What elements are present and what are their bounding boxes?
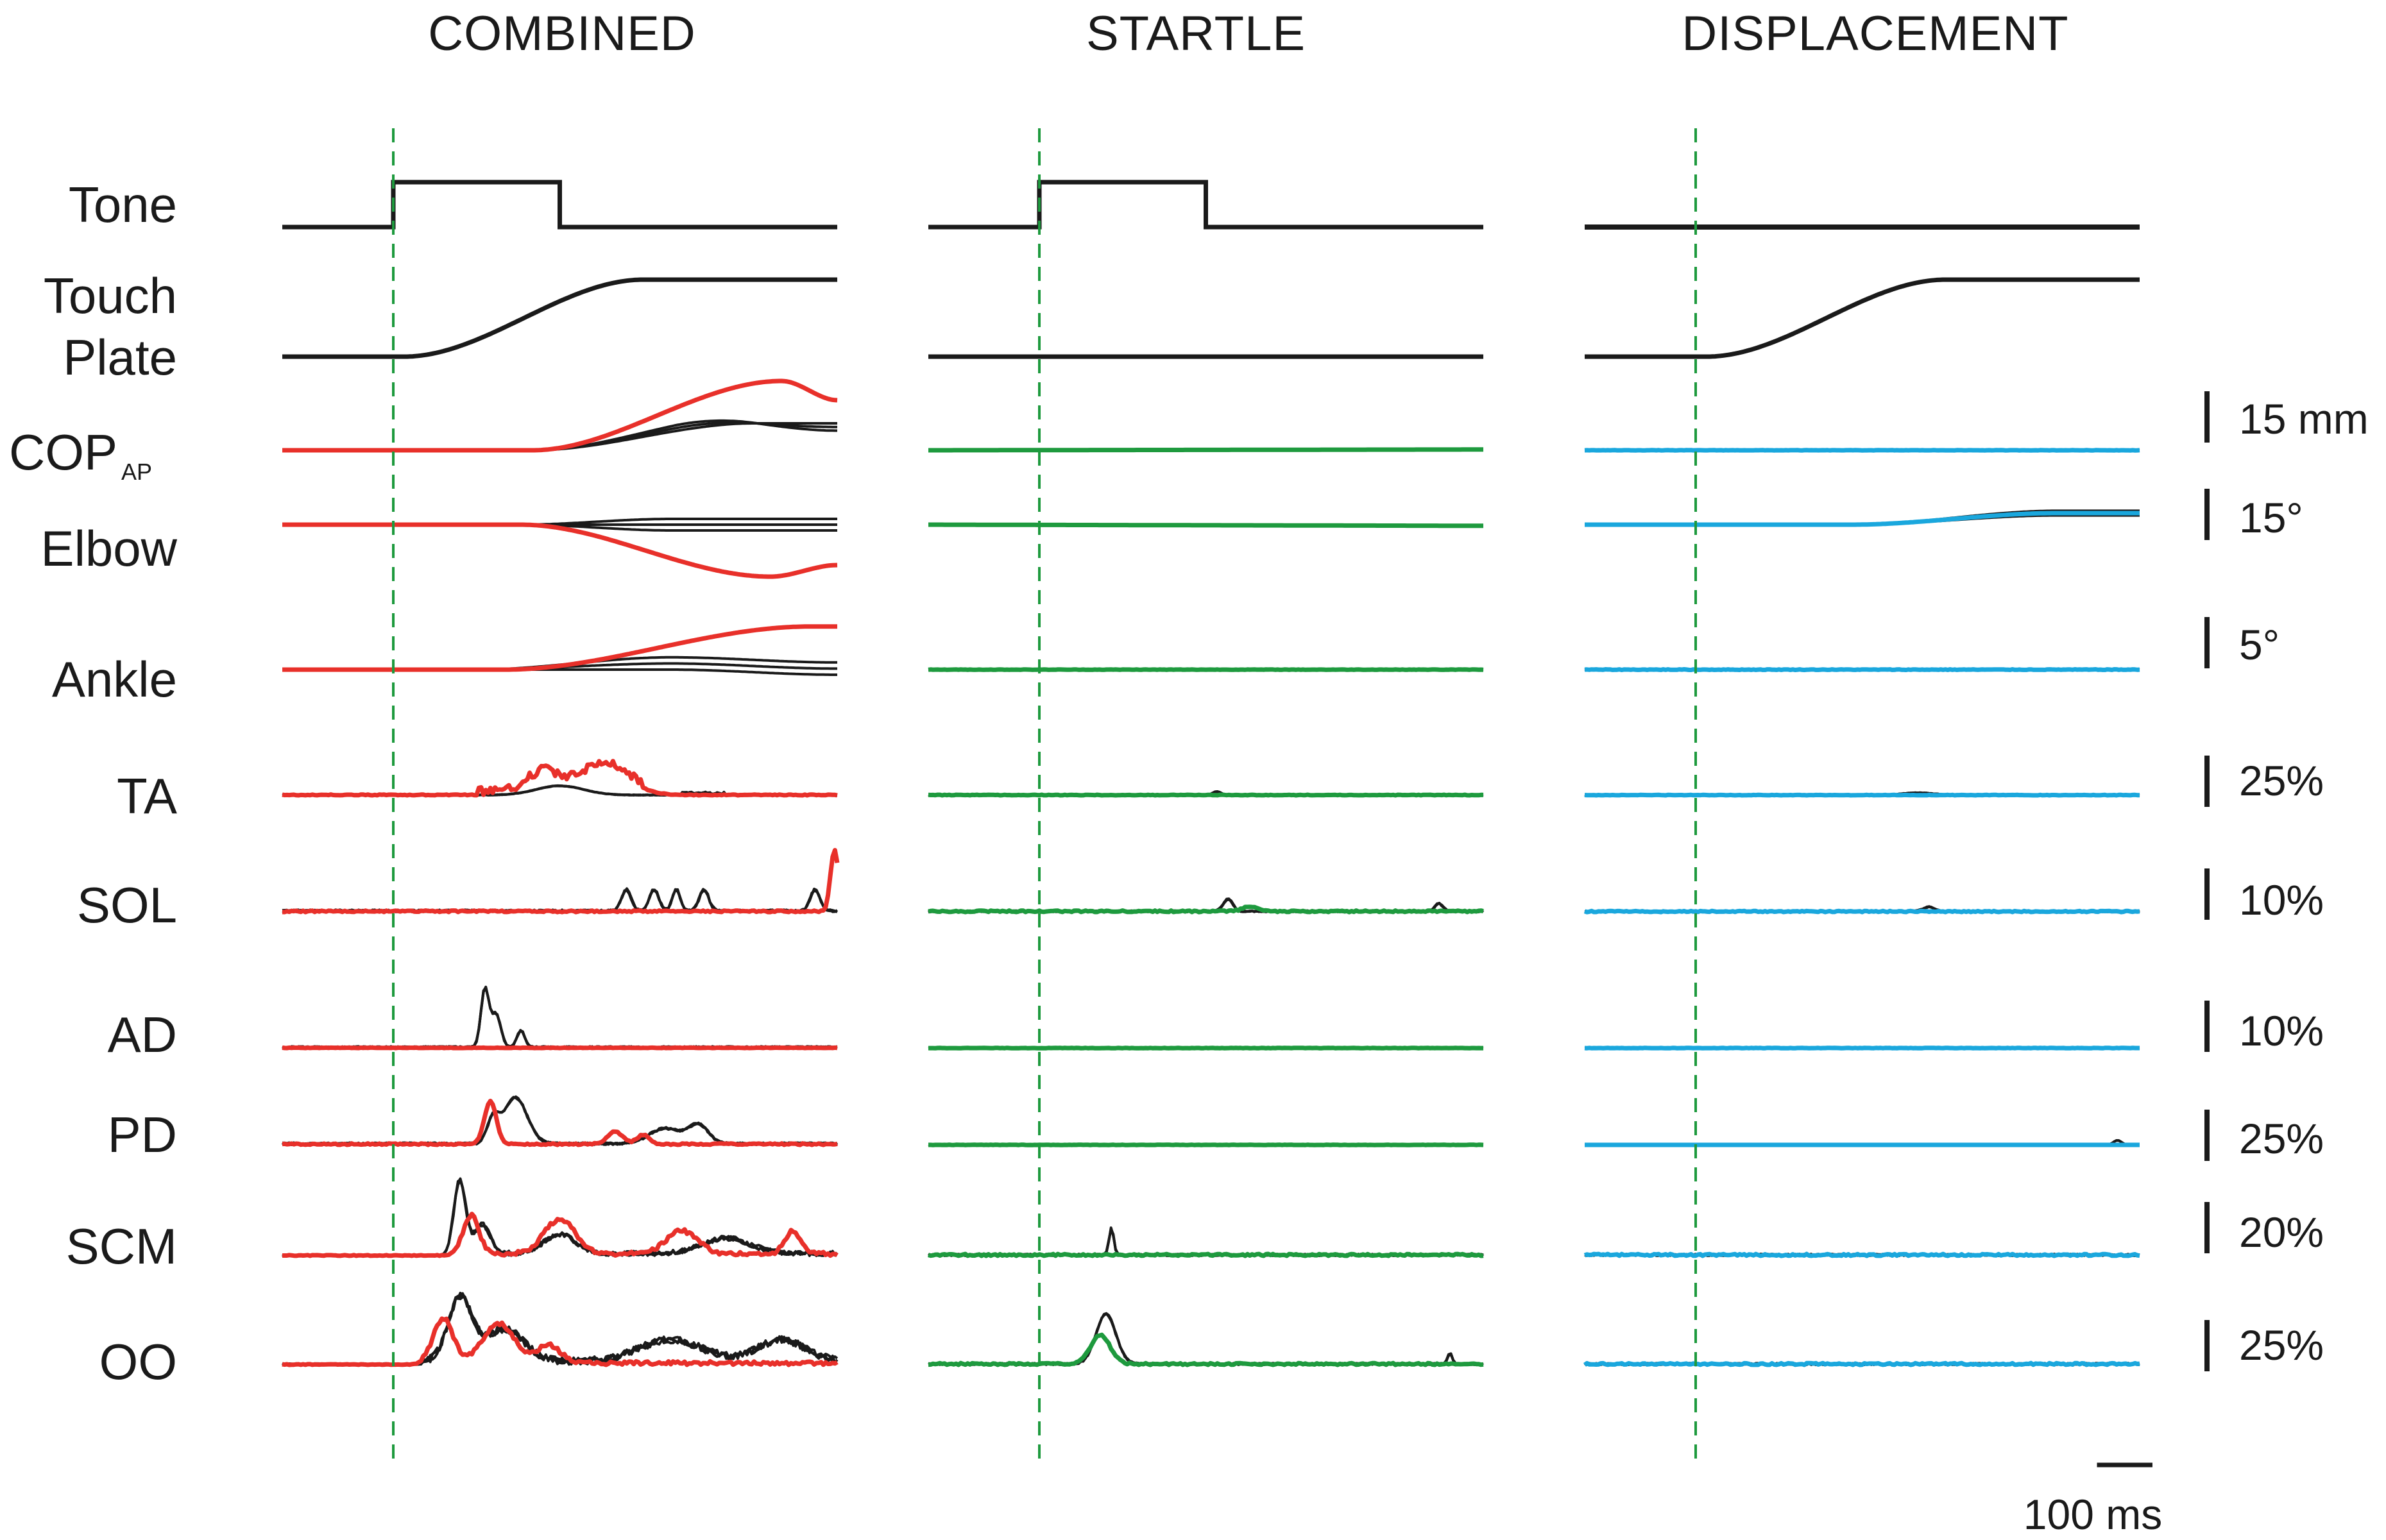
row-label-cop-main: COP: [9, 424, 117, 480]
pd-reference-trace-combined-3: [282, 1095, 839, 1146]
scale-label-ta: 25%: [2239, 757, 2324, 804]
scale-label-scm: 20%: [2239, 1208, 2324, 1256]
ad-reference-trace-combined-3: [282, 986, 838, 1049]
scm-reference-trace-startle-1: [928, 1228, 1484, 1257]
column-title-combined: COMBINED: [428, 6, 696, 61]
sol-trial-trace-displacement: [1583, 908, 2140, 915]
ta-trial-trace-combined: [282, 759, 838, 798]
oo-trial-trace-combined: [282, 1316, 839, 1367]
oo-reference-trace-startle-2: [928, 1312, 1484, 1366]
pd-reference-trace-combined-1: [281, 1096, 838, 1146]
scm-trial-trace-displacement: [1583, 1251, 2140, 1258]
row-label-cop-subscript: AP: [121, 459, 152, 485]
ad-trial-trace-displacement: [1584, 1045, 2140, 1051]
touch-plate-trace-displacement: [1585, 277, 2140, 359]
row-label-oo: OO: [99, 1333, 177, 1390]
scm-reference-trace-startle-3: [928, 1228, 1484, 1257]
cop-trial-trace-combined: [282, 378, 838, 453]
column-title-startle: STARTLE: [1086, 6, 1306, 61]
row-label-touch: Touch: [44, 267, 177, 324]
scm-trial-trace-startle: [927, 1251, 1484, 1258]
tone-trace-startle: [928, 180, 1483, 230]
sol-trial-trace-combined: [282, 848, 840, 915]
row-label-elbow: Elbow: [41, 520, 178, 577]
elbow-trial-trace-displacement: [1585, 511, 2140, 527]
oo-reference-trace-startle-3: [928, 1312, 1484, 1366]
ad-trial-trace-combined: [282, 1045, 838, 1051]
scale-label-ad: 10%: [2239, 1007, 2324, 1054]
time-scale-label: 100 ms: [2024, 1491, 2162, 1538]
scale-label-pd: 25%: [2239, 1115, 2324, 1162]
ad-trial-trace-startle: [928, 1045, 1483, 1051]
row-label-ankle: Ankle: [52, 651, 177, 707]
row-label-ta: TA: [117, 768, 177, 824]
plot-layer: [281, 128, 2210, 1468]
column-title-displacement: DISPLACEMENT: [1682, 6, 2068, 61]
pd-trial-trace-combined: [282, 1099, 838, 1147]
ankle-trial-trace-combined: [282, 624, 837, 672]
row-label-pd: PD: [108, 1106, 177, 1163]
ad-reference-trace-combined-1: [282, 985, 838, 1049]
scale-label-oo: 25%: [2239, 1321, 2324, 1369]
tone-trace-combined: [282, 180, 837, 230]
row-label-tone: Tone: [69, 176, 177, 233]
scm-reference-trace-startle-2: [928, 1226, 1484, 1257]
row-label-sol: SOL: [77, 877, 177, 933]
elbow-trial-trace-combined: [282, 522, 838, 579]
scale-label-cop: 15 mm: [2239, 395, 2369, 443]
row-label-scm: SCM: [66, 1218, 177, 1274]
row-label-ad: AD: [108, 1006, 177, 1063]
touch-plate-trace-combined: [282, 277, 837, 359]
scale-label-ankle: 5°: [2239, 621, 2279, 668]
oo-trial-trace-displacement: [1583, 1360, 2140, 1367]
oo-trial-trace-startle: [928, 1332, 1484, 1367]
ad-reference-trace-combined-2: [282, 986, 838, 1049]
sol-trial-trace-startle: [928, 904, 1484, 915]
scm-trial-trace-combined: [282, 1212, 839, 1258]
oo-reference-trace-startle-1: [928, 1312, 1484, 1366]
row-label-touch-line2: Plate: [63, 329, 177, 385]
pd-reference-trace-combined-2: [282, 1096, 838, 1146]
scale-label-elbow: 15°: [2239, 494, 2303, 541]
elbow-trial-trace-startle: [928, 522, 1483, 529]
scale-label-sol: 10%: [2239, 876, 2324, 924]
row-label-cop: COP AP: [9, 424, 152, 485]
